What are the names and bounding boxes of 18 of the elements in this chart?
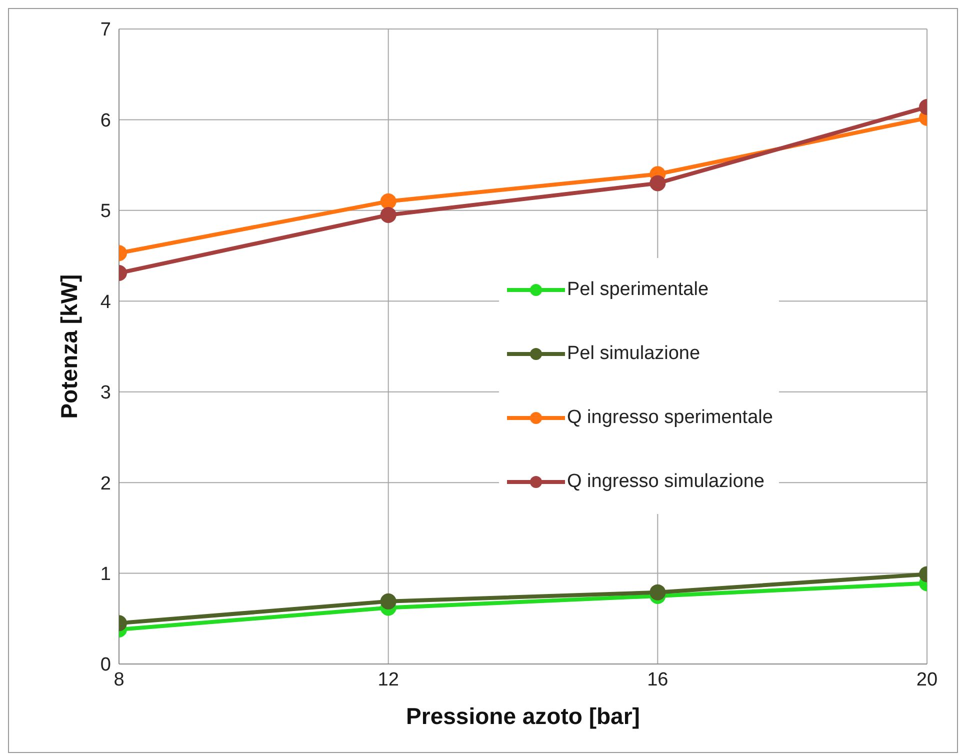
y-tick-label: 2 [100,473,111,494]
x-tick-label: 16 [647,669,668,690]
legend-label: Pel sperimentale [567,279,709,301]
y-tick-label: 5 [100,201,111,222]
y-tick-label: 7 [100,20,111,41]
x-axis-title: Pressione azoto [bar] [406,703,640,729]
y-tick-label: 4 [100,292,112,313]
x-tick-label: 20 [916,669,938,690]
legend-label: Q ingresso sperimentale [567,407,773,429]
x-tick-label: 8 [114,669,124,690]
y-tick-label: 0 [100,654,111,676]
legend-label: Pel simulazione [567,343,700,365]
y-tick-label: 6 [100,110,111,132]
legend-label: Q ingresso simulazione [567,471,764,493]
x-tick-label: 12 [378,669,399,690]
y-tick-label: 3 [100,382,111,404]
y-axis-title: Potenza [kW] [56,274,82,419]
y-tick-label: 1 [100,564,111,586]
